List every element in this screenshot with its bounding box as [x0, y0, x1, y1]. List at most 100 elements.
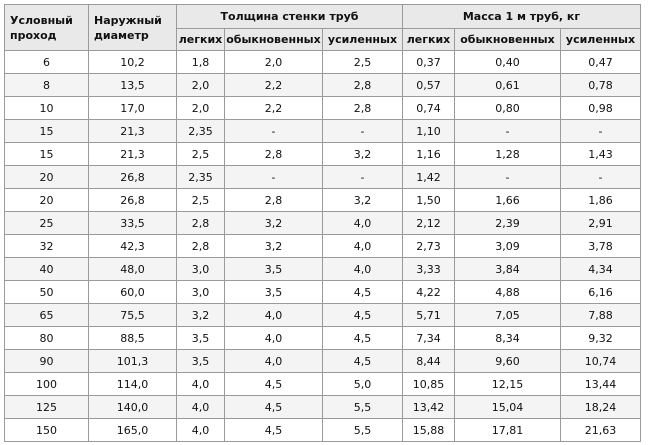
- cell-wall-light: 3,2: [176, 303, 225, 327]
- cell-outer-diameter: 42,3: [88, 234, 177, 258]
- cell-wall-ordinary: 2,8: [224, 142, 323, 166]
- cell-mass-light: 7,34: [402, 326, 455, 350]
- cell-mass-reinforced: 3,78: [560, 234, 641, 258]
- header-outer-diameter: Наружный диаметр: [88, 4, 177, 51]
- cell-wall-reinforced: 5,5: [322, 395, 403, 419]
- cell-mass-light: 0,74: [402, 96, 455, 120]
- cell-mass-reinforced: 1,43: [560, 142, 641, 166]
- cell-nominal-bore: 20: [4, 188, 89, 212]
- cell-outer-diameter: 17,0: [88, 96, 177, 120]
- subheader-mass-reinforced: усиленных: [560, 28, 641, 51]
- table-row: 65 75,5 3,2 4,0 4,5 5,71 7,05 7,88: [4, 303, 641, 327]
- subheader-wall-light: легких: [176, 28, 225, 51]
- cell-nominal-bore: 8: [4, 73, 89, 97]
- cell-nominal-bore: 15: [4, 142, 89, 166]
- cell-wall-ordinary: -: [224, 119, 323, 143]
- table-row: 40 48,0 3,0 3,5 4,0 3,33 3,84 4,34: [4, 257, 641, 281]
- cell-mass-reinforced: 10,74: [560, 349, 641, 373]
- cell-wall-ordinary: 4,0: [224, 349, 323, 373]
- table-row: 150 165,0 4,0 4,5 5,5 15,88 17,81 21,63: [4, 418, 641, 442]
- cell-mass-light: 1,10: [402, 119, 455, 143]
- cell-mass-light: 10,85: [402, 372, 455, 396]
- cell-wall-ordinary: 2,0: [224, 50, 323, 74]
- cell-wall-reinforced: 5,0: [322, 372, 403, 396]
- cell-outer-diameter: 10,2: [88, 50, 177, 74]
- cell-nominal-bore: 100: [4, 372, 89, 396]
- subheader-wall-ordinary: обыкновенных: [224, 28, 323, 51]
- cell-wall-ordinary: 2,2: [224, 73, 323, 97]
- cell-nominal-bore: 150: [4, 418, 89, 442]
- cell-nominal-bore: 50: [4, 280, 89, 304]
- cell-mass-ordinary: -: [454, 165, 561, 189]
- cell-mass-reinforced: 6,16: [560, 280, 641, 304]
- cell-wall-light: 2,35: [176, 119, 225, 143]
- cell-wall-ordinary: 2,8: [224, 188, 323, 212]
- cell-wall-reinforced: 3,2: [322, 188, 403, 212]
- cell-wall-light: 4,0: [176, 395, 225, 419]
- cell-mass-ordinary: 0,61: [454, 73, 561, 97]
- cell-mass-ordinary: 8,34: [454, 326, 561, 350]
- cell-mass-reinforced: 4,34: [560, 257, 641, 281]
- cell-outer-diameter: 114,0: [88, 372, 177, 396]
- cell-mass-light: 1,50: [402, 188, 455, 212]
- table-row: 50 60,0 3,0 3,5 4,5 4,22 4,88 6,16: [4, 280, 641, 304]
- table-row: 8 13,5 2,0 2,2 2,8 0,57 0,61 0,78: [4, 73, 641, 97]
- cell-mass-reinforced: 9,32: [560, 326, 641, 350]
- cell-wall-light: 2,8: [176, 211, 225, 235]
- cell-mass-ordinary: 7,05: [454, 303, 561, 327]
- cell-mass-light: 15,88: [402, 418, 455, 442]
- cell-mass-ordinary: -: [454, 119, 561, 143]
- table-row: 32 42,3 2,8 3,2 4,0 2,73 3,09 3,78: [4, 234, 641, 258]
- cell-outer-diameter: 60,0: [88, 280, 177, 304]
- subheader-mass-light: легких: [402, 28, 455, 51]
- cell-wall-light: 2,0: [176, 73, 225, 97]
- cell-nominal-bore: 15: [4, 119, 89, 143]
- cell-wall-reinforced: 4,5: [322, 280, 403, 304]
- cell-mass-reinforced: 0,78: [560, 73, 641, 97]
- cell-nominal-bore: 80: [4, 326, 89, 350]
- table-row: 20 26,8 2,35- -1,42- -: [4, 165, 641, 189]
- cell-nominal-bore: 90: [4, 349, 89, 373]
- cell-outer-diameter: 88,5: [88, 326, 177, 350]
- cell-wall-ordinary: 3,5: [224, 257, 323, 281]
- cell-wall-light: 2,5: [176, 188, 225, 212]
- cell-nominal-bore: 20: [4, 165, 89, 189]
- table-row: 6 10,2 1,8 2,0 2,5 0,37 0,40 0,47: [4, 50, 641, 74]
- cell-mass-ordinary: 12,15: [454, 372, 561, 396]
- cell-wall-light: 3,0: [176, 280, 225, 304]
- cell-mass-reinforced: 7,88: [560, 303, 641, 327]
- cell-mass-ordinary: 17,81: [454, 418, 561, 442]
- cell-wall-reinforced: 4,5: [322, 303, 403, 327]
- table-body: 6 10,2 1,8 2,0 2,5 0,37 0,40 0,47 8 13,5 2,0 2,2 2,8…: [4, 50, 641, 442]
- cell-mass-ordinary: 2,39: [454, 211, 561, 235]
- cell-mass-ordinary: 4,88: [454, 280, 561, 304]
- cell-wall-light: 3,0: [176, 257, 225, 281]
- cell-outer-diameter: 165,0: [88, 418, 177, 442]
- cell-mass-reinforced: 1,86: [560, 188, 641, 212]
- cell-mass-light: 1,42: [402, 165, 455, 189]
- cell-outer-diameter: 48,0: [88, 257, 177, 281]
- cell-wall-light: 4,0: [176, 372, 225, 396]
- cell-outer-diameter: 26,8: [88, 188, 177, 212]
- cell-wall-reinforced: 4,5: [322, 349, 403, 373]
- cell-mass-reinforced: 21,63: [560, 418, 641, 442]
- cell-mass-light: 13,42: [402, 395, 455, 419]
- subheader-wall-reinforced: усиленных: [322, 28, 403, 51]
- pipe-specs-table: Условный проход Наружный диаметр Толщина…: [4, 4, 641, 442]
- cell-mass-reinforced: -: [560, 119, 641, 143]
- table-row: 20 26,8 2,5 2,8 3,2 1,50 1,66 1,86: [4, 188, 641, 212]
- cell-wall-reinforced: 2,8: [322, 96, 403, 120]
- cell-mass-ordinary: 1,28: [454, 142, 561, 166]
- cell-mass-ordinary: 0,80: [454, 96, 561, 120]
- cell-wall-reinforced: 4,0: [322, 234, 403, 258]
- cell-outer-diameter: 140,0: [88, 395, 177, 419]
- cell-wall-light: 2,5: [176, 142, 225, 166]
- cell-mass-light: 5,71: [402, 303, 455, 327]
- cell-mass-light: 0,37: [402, 50, 455, 74]
- cell-mass-ordinary: 0,40: [454, 50, 561, 74]
- cell-outer-diameter: 33,5: [88, 211, 177, 235]
- cell-nominal-bore: 10: [4, 96, 89, 120]
- cell-wall-ordinary: 4,5: [224, 395, 323, 419]
- cell-nominal-bore: 25: [4, 211, 89, 235]
- cell-outer-diameter: 75,5: [88, 303, 177, 327]
